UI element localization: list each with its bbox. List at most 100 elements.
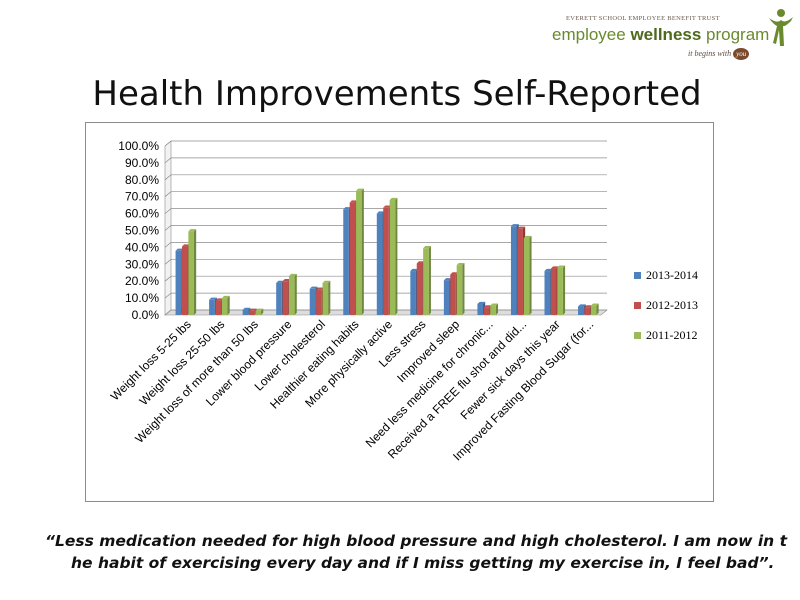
logo-you-badge: you [733, 48, 750, 60]
bar-top [221, 295, 230, 299]
legend-swatch [634, 272, 641, 279]
bar-side [261, 308, 264, 315]
bar [276, 282, 282, 315]
y-tick-label: 100.0% [118, 139, 159, 153]
bar [450, 274, 456, 315]
bar [221, 298, 228, 315]
bar-top [188, 229, 197, 232]
bar-top [410, 268, 419, 272]
bar [416, 263, 423, 315]
bar [443, 280, 450, 315]
bar [188, 231, 194, 315]
bar-top [510, 224, 519, 227]
bar-top [416, 261, 425, 264]
bar-top [215, 298, 224, 301]
x-tick-label: Weight loss of more than 50 lbs [132, 317, 261, 446]
bar-side [562, 265, 566, 315]
bar-top [383, 205, 391, 208]
gridline [164, 157, 607, 164]
wellness-figure-icon [769, 9, 793, 46]
y-tick-label: 60.0% [125, 207, 159, 221]
gridline [164, 258, 607, 265]
bar [343, 209, 349, 315]
logo-program-name: employee wellness program [552, 25, 769, 45]
bar [376, 213, 383, 315]
gridline [164, 191, 607, 197]
bar [590, 305, 597, 315]
bar [282, 281, 289, 315]
bar [349, 202, 356, 315]
bar-top [490, 303, 499, 306]
bar-top [450, 272, 459, 275]
logo-trust-text: EVERETT SCHOOL EMPLOYEE BENEFIT TRUST [566, 15, 720, 22]
legend-swatch [634, 302, 641, 309]
bar-top [517, 226, 526, 229]
bar [523, 238, 530, 315]
bar-top [343, 207, 352, 210]
bar [423, 248, 429, 315]
legend-label: 2011-2012 [646, 328, 698, 342]
bar-side [193, 229, 197, 315]
bar [456, 265, 463, 315]
y-tick-label: 20.0% [125, 274, 159, 288]
bar [483, 307, 490, 315]
bar [477, 304, 484, 315]
bar-top [322, 280, 331, 283]
bar-top [316, 287, 324, 290]
bar-top [578, 304, 586, 307]
bar-side [529, 235, 532, 315]
bar-top [282, 279, 291, 282]
bar-side [395, 197, 398, 315]
gridline [164, 225, 607, 231]
y-tick-label: 0.0% [132, 308, 160, 322]
bar [249, 310, 255, 315]
bar-side [294, 273, 297, 315]
bar-top [544, 268, 553, 272]
bar [517, 228, 523, 315]
bar-top [389, 197, 398, 201]
quote-line-2: he habit of exercising every day and if … [71, 554, 775, 572]
bar-side [462, 262, 465, 315]
bar-top [349, 200, 358, 203]
bar [356, 190, 362, 315]
bar-side [495, 303, 499, 315]
logo-tagline-text: it begins with [688, 48, 732, 58]
bar-top [356, 188, 364, 191]
logo-name-part: employee [552, 25, 631, 44]
y-tick-label: 40.0% [125, 240, 159, 254]
gridline [164, 174, 607, 181]
gridline [164, 208, 607, 214]
legend-label: 2013-2014 [646, 268, 698, 282]
bar [557, 267, 563, 315]
y-tick-label: 50.0% [125, 224, 159, 238]
bar-top [181, 244, 190, 247]
bar-top [423, 246, 431, 249]
bar-top [584, 305, 593, 308]
bar [578, 306, 584, 315]
bar-top [590, 303, 599, 306]
bar [389, 200, 396, 315]
bar [288, 276, 295, 315]
y-tick-label: 90.0% [125, 156, 159, 170]
chart-frame: 0.0% 10.0% 20.0% 30.0% 40.0% 50.0% 60.0% 70.0% 8… [85, 122, 714, 502]
bar [550, 268, 557, 315]
bar [309, 288, 316, 315]
y-tick-label: 80.0% [125, 173, 159, 187]
testimonial-quote: “Less medication needed for high blood p… [45, 530, 788, 574]
bar [544, 271, 551, 315]
logo-tagline: it begins with you [688, 48, 750, 60]
bar-side [227, 295, 230, 315]
legend-swatch [634, 332, 641, 339]
bar-top [242, 307, 251, 310]
bar [181, 246, 188, 315]
gridline [164, 242, 607, 248]
quote-line-1: “Less medication needed for high blood p… [45, 532, 788, 550]
bar [584, 307, 591, 315]
bar-top [288, 273, 297, 277]
bar-side [428, 246, 431, 315]
bar [322, 282, 329, 315]
legend-label: 2012-2013 [646, 298, 698, 312]
bar [242, 309, 249, 315]
y-tick-label: 70.0% [125, 190, 159, 204]
bar-top [523, 235, 532, 239]
